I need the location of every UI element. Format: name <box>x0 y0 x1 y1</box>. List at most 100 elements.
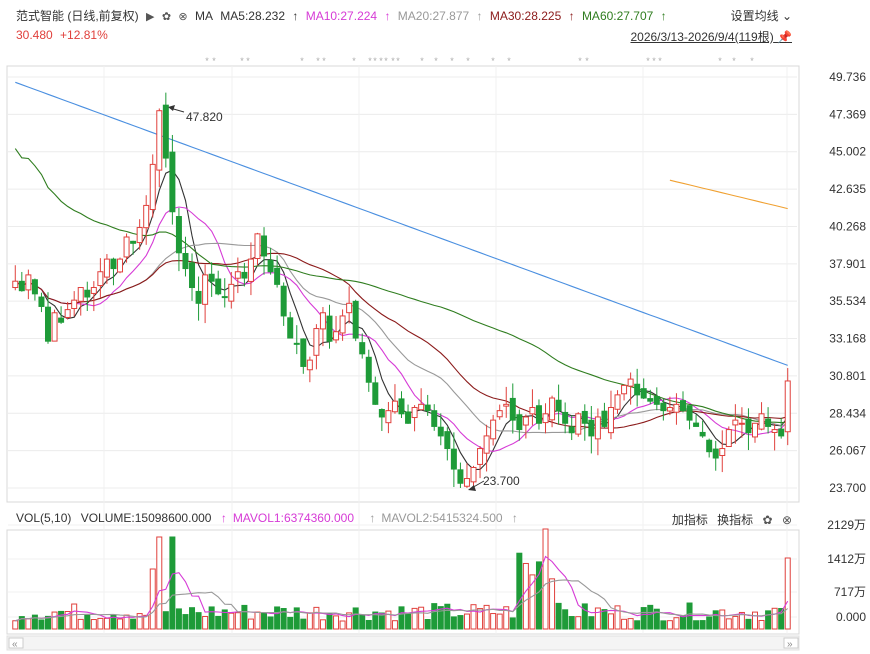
candle[interactable] <box>333 315 340 344</box>
volume-bar[interactable] <box>679 615 686 630</box>
candle[interactable] <box>261 227 268 275</box>
volume-bar[interactable] <box>339 620 346 630</box>
event-mark[interactable]: * <box>585 56 589 66</box>
volume-bar[interactable] <box>97 617 104 630</box>
volume-bar[interactable] <box>261 612 268 630</box>
event-mark[interactable]: * <box>322 56 326 66</box>
volume-bar[interactable] <box>653 608 660 630</box>
candle[interactable] <box>673 393 680 425</box>
candle[interactable] <box>581 404 588 441</box>
candle[interactable] <box>143 195 150 245</box>
candle[interactable] <box>549 395 556 428</box>
candle[interactable] <box>51 309 58 342</box>
candle[interactable] <box>477 445 484 479</box>
volume-bar[interactable] <box>287 616 294 630</box>
volume-bar[interactable] <box>496 613 503 630</box>
volume-bar[interactable] <box>725 618 732 630</box>
volume-bar[interactable] <box>64 610 71 630</box>
candle[interactable] <box>771 423 778 451</box>
candle[interactable] <box>136 219 143 250</box>
candle[interactable] <box>535 399 542 430</box>
volume-bar[interactable] <box>765 610 772 630</box>
event-mark[interactable]: * <box>450 56 454 66</box>
candle[interactable] <box>195 276 202 321</box>
chevrons-right-icon[interactable]: » <box>787 639 793 650</box>
volume-bar[interactable] <box>25 618 32 630</box>
volume-bar[interactable] <box>300 618 307 630</box>
volume-bar[interactable] <box>549 578 556 630</box>
volume-bar[interactable] <box>195 612 202 630</box>
candle[interactable] <box>640 378 647 400</box>
volume-bar[interactable] <box>699 620 706 630</box>
candle[interactable] <box>784 368 791 446</box>
event-mark[interactable]: * <box>732 56 736 66</box>
candle[interactable] <box>516 409 523 441</box>
candle[interactable] <box>175 207 182 272</box>
candle[interactable] <box>706 438 713 458</box>
event-mark[interactable]: * <box>750 56 754 66</box>
candle[interactable] <box>719 430 726 473</box>
volume-bar[interactable] <box>614 605 621 630</box>
scrollbar[interactable]: « » <box>6 635 800 651</box>
event-mark[interactable]: * <box>646 56 650 66</box>
candle[interactable] <box>38 292 45 313</box>
volume-bar[interactable] <box>771 607 778 630</box>
volume-bar[interactable] <box>640 607 647 630</box>
volume-bar[interactable] <box>712 610 719 630</box>
volume-bar[interactable] <box>535 561 542 630</box>
candle[interactable] <box>725 426 732 448</box>
candle[interactable] <box>627 372 634 405</box>
volume-bar[interactable] <box>215 615 222 630</box>
volume-bar[interactable] <box>313 606 320 630</box>
event-mark[interactable]: * <box>578 56 582 66</box>
volume-bar[interactable] <box>71 603 78 630</box>
candle[interactable] <box>117 257 124 274</box>
play-icon[interactable]: ▶ <box>146 11 155 23</box>
candle[interactable] <box>607 390 614 440</box>
candle[interactable] <box>202 264 209 324</box>
pin-icon[interactable]: 📌 <box>777 30 792 44</box>
volume-bar[interactable] <box>503 606 510 630</box>
volume-bar[interactable] <box>352 607 359 630</box>
gear-icon[interactable]: ✿ <box>762 513 773 527</box>
candle[interactable] <box>319 306 326 347</box>
volume-bar[interactable] <box>477 608 484 630</box>
candle[interactable] <box>398 391 405 419</box>
candle[interactable] <box>215 270 222 296</box>
candle[interactable] <box>614 390 621 414</box>
event-mark[interactable]: * <box>718 56 722 66</box>
candle[interactable] <box>12 265 19 291</box>
candle[interactable] <box>365 349 372 392</box>
candle[interactable] <box>241 262 248 287</box>
event-mark[interactable]: * <box>491 56 495 66</box>
event-mark[interactable]: * <box>368 56 372 66</box>
volume-bar[interactable] <box>424 618 431 630</box>
candle[interactable] <box>568 415 575 441</box>
volume-bar[interactable] <box>77 618 84 630</box>
volume-bar[interactable] <box>274 606 281 630</box>
candle[interactable] <box>522 414 529 439</box>
candle[interactable] <box>391 384 398 414</box>
candle[interactable] <box>411 405 418 432</box>
candle[interactable] <box>267 247 274 275</box>
candle[interactable] <box>77 287 84 316</box>
candle[interactable] <box>405 404 412 424</box>
candle[interactable] <box>778 417 785 439</box>
volume-bar[interactable] <box>241 604 248 630</box>
volume-bar[interactable] <box>228 612 235 630</box>
volume-bar[interactable] <box>437 606 444 630</box>
candle[interactable] <box>313 324 320 370</box>
volume-bar[interactable] <box>18 616 25 630</box>
event-mark[interactable]: * <box>396 56 400 66</box>
candle[interactable] <box>339 309 346 341</box>
volume-bar[interactable] <box>234 612 241 630</box>
event-mark[interactable]: * <box>205 56 209 66</box>
volume-bar[interactable] <box>365 619 372 630</box>
candle[interactable] <box>634 368 641 407</box>
event-mark[interactable]: * <box>466 56 470 66</box>
volume-bar[interactable] <box>621 618 628 630</box>
volume-bar[interactable] <box>182 614 189 630</box>
volume-bar[interactable] <box>254 611 261 630</box>
event-mark[interactable]: * <box>373 56 377 66</box>
volume-bar[interactable] <box>758 619 765 630</box>
